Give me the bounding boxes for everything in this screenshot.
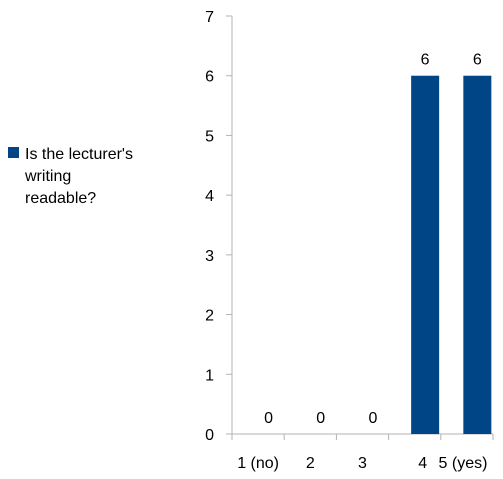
y-tick-label: 0: [205, 427, 214, 444]
bar: [463, 75, 492, 434]
y-tick-label: 1: [205, 367, 214, 384]
x-tick-label: 1 (no): [237, 455, 279, 472]
data-label: 6: [421, 52, 430, 69]
y-tick-label: 7: [205, 9, 214, 26]
data-label: 6: [473, 52, 482, 69]
data-label: 0: [264, 410, 273, 427]
x-tick-label: 2: [306, 455, 315, 472]
x-tick-label: 4: [418, 455, 427, 472]
legend-swatch: [8, 147, 19, 158]
legend: Is the lecturer's writing readable?: [8, 144, 158, 210]
y-tick-label: 6: [205, 69, 214, 86]
y-tick-label: 3: [205, 248, 214, 265]
data-label: 0: [316, 410, 325, 427]
y-tick-label: 5: [205, 128, 214, 145]
x-tick-label: 5 (yes): [439, 455, 488, 472]
legend-label: Is the lecturer's writing readable?: [25, 146, 133, 207]
bar: [411, 75, 440, 434]
x-tick-label: 3: [358, 455, 367, 472]
data-label: 0: [368, 410, 377, 427]
y-tick-label: 2: [205, 308, 214, 325]
y-tick-label: 4: [205, 188, 214, 205]
